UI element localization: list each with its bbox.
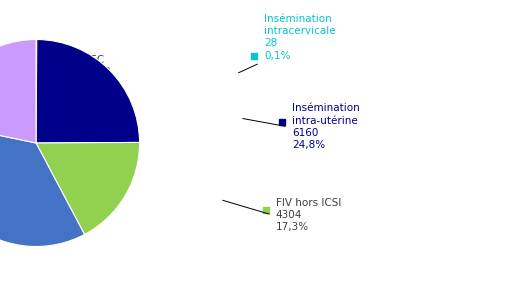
Text: FIV hors ICSI
4304
17,3%: FIV hors ICSI 4304 17,3% bbox=[276, 198, 341, 232]
Text: ICSI
8949
36,0%: ICSI 8949 36,0% bbox=[80, 180, 113, 215]
Text: Insémination
intra-utérine
6160
24,8%: Insémination intra-utérine 6160 24,8% bbox=[292, 103, 359, 150]
Wedge shape bbox=[0, 122, 84, 247]
Wedge shape bbox=[36, 39, 140, 143]
Wedge shape bbox=[36, 39, 37, 143]
Text: Insémination
intracervicale
28
0,1%: Insémination intracervicale 28 0,1% bbox=[264, 13, 336, 61]
Wedge shape bbox=[36, 142, 140, 235]
Wedge shape bbox=[0, 39, 36, 143]
Text: TEC
5398
21,7%: TEC 5398 21,7% bbox=[84, 55, 117, 89]
